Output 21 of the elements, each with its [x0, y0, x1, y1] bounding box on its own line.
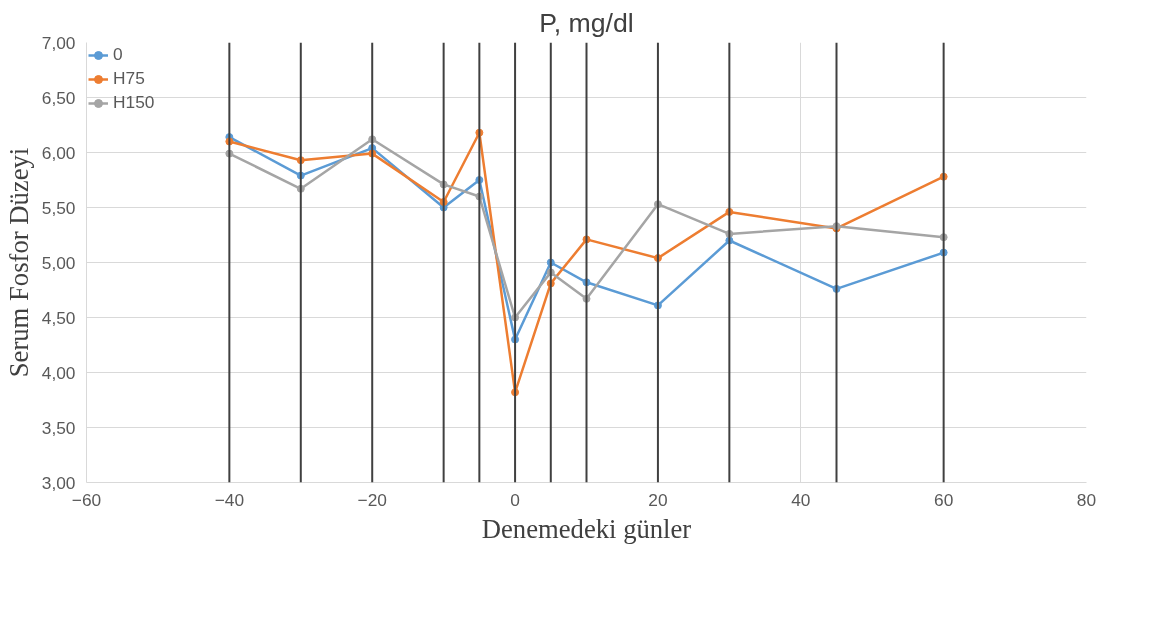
y-tick-label: 3,50	[41, 417, 76, 438]
y-tick-label: 6,50	[41, 87, 76, 108]
y-tick-label: 7,00	[41, 32, 76, 53]
y-axis-title: Serum Fosfor Düzeyi	[3, 147, 34, 378]
x-axis-title: Denemedeki günler	[481, 513, 692, 544]
y-tick-label: 4,50	[41, 307, 76, 328]
chart-title: P, mg/dl	[539, 7, 634, 38]
x-tick-label: −20	[357, 489, 387, 510]
legend-label: 0	[113, 44, 124, 65]
y-tick-label: 4,00	[41, 362, 76, 383]
x-tick-label: 40	[791, 489, 811, 510]
x-tick-label: 0	[510, 489, 520, 510]
x-tick-label: 60	[934, 489, 954, 510]
legend-label: H75	[113, 68, 145, 89]
x-tick-label: −40	[214, 489, 245, 510]
y-tick-label: 5,00	[41, 252, 76, 273]
legend-label: H150	[113, 92, 155, 113]
x-tick-label: 80	[1076, 489, 1097, 510]
x-tick-label: 20	[648, 489, 668, 510]
y-tick-label: 6,00	[41, 142, 76, 163]
y-tick-label: 5,50	[41, 197, 76, 218]
